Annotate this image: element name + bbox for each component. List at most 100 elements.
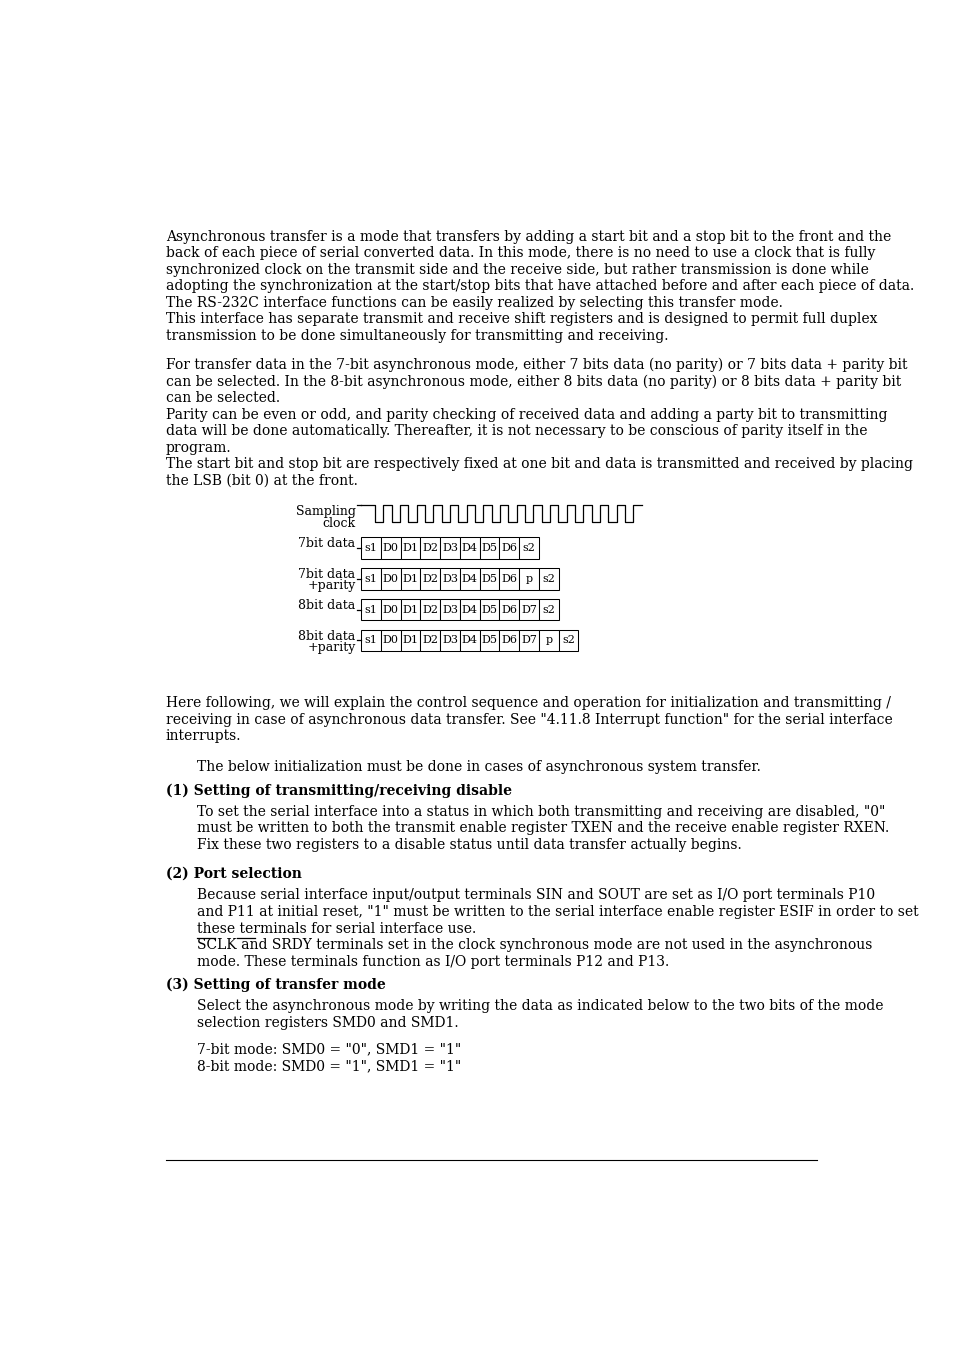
Bar xyxy=(420,630,439,651)
Text: D1: D1 xyxy=(402,574,418,584)
Bar xyxy=(498,599,518,620)
Text: s1: s1 xyxy=(364,574,377,584)
Text: program.: program. xyxy=(166,441,232,454)
Bar xyxy=(538,630,558,651)
Text: D2: D2 xyxy=(422,635,437,646)
Text: D2: D2 xyxy=(422,605,437,615)
Text: can be selected. In the 8-bit asynchronous mode, either 8 bits data (no parity) : can be selected. In the 8-bit asynchrono… xyxy=(166,375,900,390)
Text: (2) Port selection: (2) Port selection xyxy=(166,867,301,880)
Bar xyxy=(459,630,479,651)
Text: interrupts.: interrupts. xyxy=(166,729,241,743)
Text: D7: D7 xyxy=(520,635,537,646)
Text: D7: D7 xyxy=(520,605,537,615)
Text: D0: D0 xyxy=(382,574,398,584)
Text: SCLK and SRDY terminals set in the clock synchronous mode are not used in the as: SCLK and SRDY terminals set in the clock… xyxy=(196,938,871,952)
Text: data will be done automatically. Thereafter, it is not necessary to be conscious: data will be done automatically. Thereaf… xyxy=(166,425,866,438)
Bar xyxy=(439,538,459,559)
Bar xyxy=(518,538,538,559)
Text: Sampling: Sampling xyxy=(295,506,355,518)
Text: D4: D4 xyxy=(461,635,477,646)
Bar xyxy=(558,630,578,651)
Bar xyxy=(518,599,538,620)
Text: receiving in case of asynchronous data transfer. See "4.11.8 Interrupt function": receiving in case of asynchronous data t… xyxy=(166,713,892,727)
Text: 7-bit mode: SMD0 = "0", SMD1 = "1": 7-bit mode: SMD0 = "0", SMD1 = "1" xyxy=(196,1042,460,1057)
Text: the LSB (bit 0) at the front.: the LSB (bit 0) at the front. xyxy=(166,474,357,488)
Text: D0: D0 xyxy=(382,543,398,553)
Text: D3: D3 xyxy=(441,605,457,615)
Text: p: p xyxy=(545,635,552,646)
Text: D6: D6 xyxy=(500,635,517,646)
Text: s1: s1 xyxy=(364,543,377,553)
Text: D5: D5 xyxy=(481,543,497,553)
Text: selection registers SMD0 and SMD1.: selection registers SMD0 and SMD1. xyxy=(196,1016,457,1030)
Bar xyxy=(420,538,439,559)
Text: s2: s2 xyxy=(561,635,575,646)
Bar xyxy=(360,630,380,651)
Bar xyxy=(459,599,479,620)
Text: To set the serial interface into a status in which both transmitting and receivi: To set the serial interface into a statu… xyxy=(196,805,884,818)
Text: The below initialization must be done in cases of asynchronous system transfer.: The below initialization must be done in… xyxy=(196,760,760,774)
Bar xyxy=(400,538,420,559)
Bar xyxy=(479,538,498,559)
Bar xyxy=(498,538,518,559)
Bar xyxy=(479,599,498,620)
Bar xyxy=(459,538,479,559)
Text: 7bit data: 7bit data xyxy=(298,538,355,550)
Text: s2: s2 xyxy=(542,574,555,584)
Bar xyxy=(538,599,558,620)
Text: D6: D6 xyxy=(500,574,517,584)
Text: (1) Setting of transmitting/receiving disable: (1) Setting of transmitting/receiving di… xyxy=(166,783,511,798)
Bar xyxy=(400,568,420,589)
Text: s1: s1 xyxy=(364,635,377,646)
Text: p: p xyxy=(525,574,532,584)
Text: s2: s2 xyxy=(542,605,555,615)
Bar xyxy=(538,568,558,589)
Bar xyxy=(380,538,400,559)
Text: D5: D5 xyxy=(481,574,497,584)
Text: Select the asynchronous mode by writing the data as indicated below to the two b: Select the asynchronous mode by writing … xyxy=(196,999,882,1014)
Text: clock: clock xyxy=(322,516,355,530)
Text: Fix these two registers to a disable status until data transfer actually begins.: Fix these two registers to a disable sta… xyxy=(196,838,740,852)
Text: D0: D0 xyxy=(382,605,398,615)
Text: D1: D1 xyxy=(402,605,418,615)
Text: D5: D5 xyxy=(481,635,497,646)
Text: Parity can be even or odd, and parity checking of received data and adding a par: Parity can be even or odd, and parity ch… xyxy=(166,407,886,422)
Bar xyxy=(420,568,439,589)
Text: D4: D4 xyxy=(461,574,477,584)
Text: D4: D4 xyxy=(461,543,477,553)
Text: D3: D3 xyxy=(441,574,457,584)
Text: adopting the synchronization at the start/stop bits that have attached before an: adopting the synchronization at the star… xyxy=(166,279,913,294)
Text: 8-bit mode: SMD0 = "1", SMD1 = "1": 8-bit mode: SMD0 = "1", SMD1 = "1" xyxy=(196,1060,460,1073)
Text: +parity: +parity xyxy=(307,640,355,654)
Bar xyxy=(360,538,380,559)
Text: D6: D6 xyxy=(500,605,517,615)
Text: D4: D4 xyxy=(461,605,477,615)
Bar xyxy=(420,599,439,620)
Text: D1: D1 xyxy=(402,543,418,553)
Bar xyxy=(400,630,420,651)
Bar xyxy=(400,599,420,620)
Bar xyxy=(380,568,400,589)
Bar xyxy=(498,568,518,589)
Bar xyxy=(380,630,400,651)
Text: D2: D2 xyxy=(422,574,437,584)
Text: Asynchronous transfer is a mode that transfers by adding a start bit and a stop : Asynchronous transfer is a mode that tra… xyxy=(166,229,890,244)
Text: D5: D5 xyxy=(481,605,497,615)
Bar xyxy=(439,568,459,589)
Text: The start bit and stop bit are respectively fixed at one bit and data is transmi: The start bit and stop bit are respectiv… xyxy=(166,457,912,472)
Text: 8bit data: 8bit data xyxy=(298,630,355,643)
Text: For transfer data in the 7-bit asynchronous mode, either 7 bits data (no parity): For transfer data in the 7-bit asynchron… xyxy=(166,359,906,372)
Text: can be selected.: can be selected. xyxy=(166,391,279,406)
Text: This interface has separate transmit and receive shift registers and is designed: This interface has separate transmit and… xyxy=(166,313,877,326)
Text: D3: D3 xyxy=(441,635,457,646)
Text: s2: s2 xyxy=(522,543,535,553)
Bar xyxy=(360,599,380,620)
Text: Because serial interface input/output terminals SIN and SOUT are set as I/O port: Because serial interface input/output te… xyxy=(196,888,874,902)
Text: these terminals for serial interface use.: these terminals for serial interface use… xyxy=(196,922,476,936)
Bar xyxy=(479,630,498,651)
Text: 7bit data: 7bit data xyxy=(298,568,355,581)
Text: Here following, we will explain the control sequence and operation for initializ: Here following, we will explain the cont… xyxy=(166,696,890,710)
Text: (3) Setting of transfer mode: (3) Setting of transfer mode xyxy=(166,977,385,992)
Bar xyxy=(479,568,498,589)
Bar xyxy=(518,630,538,651)
